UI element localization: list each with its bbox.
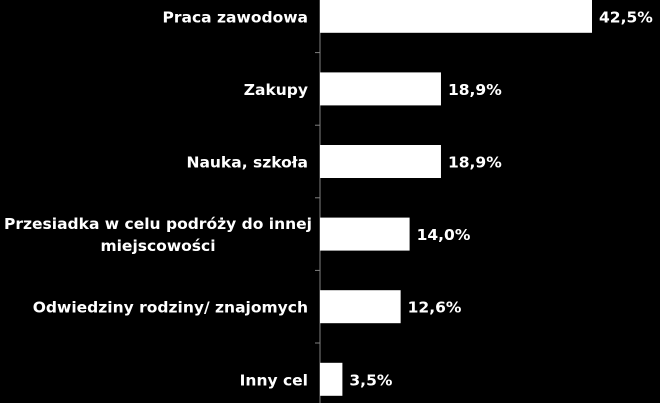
bar [320, 217, 410, 251]
value-label: 14,0% [417, 226, 471, 244]
bar [320, 362, 343, 396]
category-label-line: miejscowości [100, 237, 215, 255]
value-label: 42,5% [599, 8, 653, 26]
category-label: Nauka, szkoła [186, 154, 308, 172]
bar [320, 290, 401, 324]
category-label-line: Odwiedziny rodziny/ znajomych [33, 299, 308, 317]
category-label-line: Nauka, szkoła [186, 154, 308, 172]
value-label: 12,6% [408, 299, 462, 317]
bar [320, 72, 441, 106]
category-label: Zakupy [244, 81, 308, 99]
category-label-line: Przesiadka w celu podróży do innej [4, 215, 312, 233]
value-label: 3,5% [349, 371, 392, 389]
category-label: Inny cel [240, 371, 308, 389]
value-label: 18,9% [448, 154, 502, 172]
category-label: Przesiadka w celu podróży do innej miejsc… [4, 215, 312, 255]
value-labels: 42,5% 18,9% 18,9% 14,0% 12,6% 3,5% [349, 8, 653, 389]
category-label-line: Zakupy [244, 81, 308, 99]
bar [320, 145, 441, 178]
bar [320, 0, 592, 33]
value-label: 18,9% [448, 81, 502, 99]
y-axis-ticks [315, 52, 320, 344]
bars [320, 0, 592, 396]
category-label-line: Inny cel [240, 371, 308, 389]
category-label-line: Praca zawodowa [163, 8, 308, 26]
category-labels: Praca zawodowa Zakupy Nauka, szkoła Przesia… [4, 8, 312, 389]
category-label: Odwiedziny rodziny/ znajomych [33, 299, 308, 317]
category-label: Praca zawodowa [163, 8, 308, 26]
